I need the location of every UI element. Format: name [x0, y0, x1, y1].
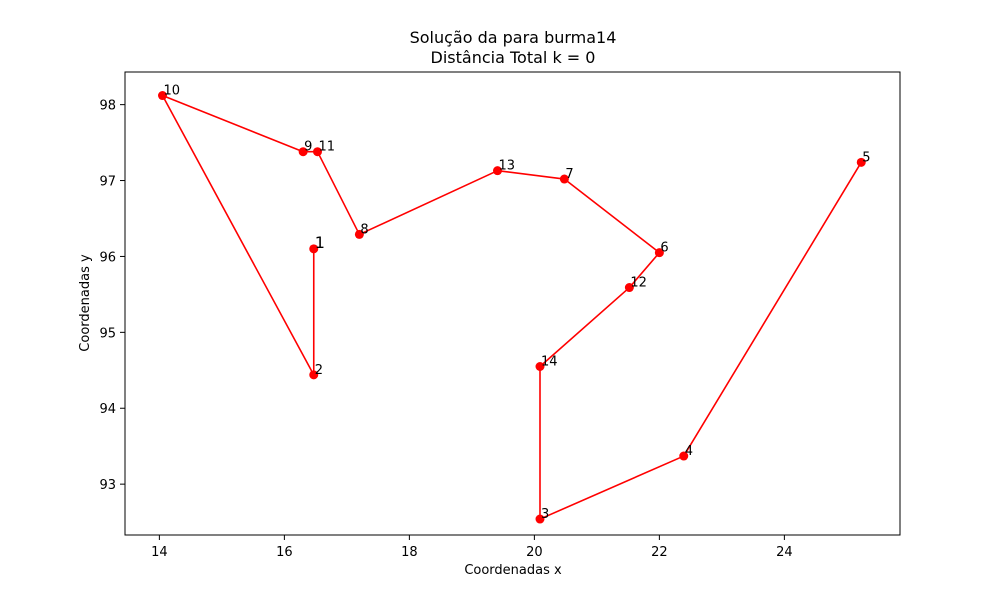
- route-point-label: 4: [685, 444, 693, 459]
- route-point-marker: [158, 91, 167, 101]
- route-point-marker: [535, 514, 545, 524]
- route-point-marker: [313, 147, 322, 157]
- y-tick-label: 95: [99, 326, 116, 341]
- route-point-marker: [309, 244, 319, 254]
- x-tick-label: 14: [151, 545, 168, 560]
- route-line: [161, 94, 862, 520]
- route-point-marker: [354, 229, 364, 239]
- x-tick-label: 18: [401, 545, 418, 560]
- y-tick-label: 97: [99, 175, 116, 190]
- route-point-label: 6: [660, 241, 668, 256]
- y-tick-label: 98: [99, 99, 116, 114]
- x-tick-label: 22: [651, 545, 668, 560]
- route-point-label: 1: [315, 233, 325, 252]
- route-point-marker: [654, 248, 664, 258]
- chart-title: Solução da para burma14: [410, 28, 617, 47]
- plot-frame: [124, 71, 901, 536]
- route-point-label: 10: [164, 84, 181, 99]
- route-point-marker: [559, 174, 569, 184]
- y-tick-label: 96: [99, 250, 116, 265]
- route-point-label: 14: [541, 354, 558, 369]
- route-point-marker: [535, 361, 545, 371]
- route-point-marker: [493, 166, 502, 176]
- route-points: [158, 91, 866, 524]
- y-tick-label: 93: [99, 478, 116, 493]
- route-point-marker: [624, 283, 634, 293]
- route-point-label: 5: [862, 150, 870, 165]
- route-point-label: 2: [315, 363, 323, 378]
- x-tick-label: 20: [526, 545, 543, 560]
- route-point-label: 13: [499, 159, 516, 174]
- y-tick-label: 94: [99, 402, 116, 417]
- route-point-label: 7: [565, 167, 573, 182]
- route-point-marker: [309, 370, 319, 380]
- x-axis-label: Coordenadas x: [464, 563, 562, 578]
- route-point-marker: [856, 157, 866, 167]
- x-tick-label: 24: [776, 545, 793, 560]
- route-point-label: 3: [541, 507, 549, 522]
- route-point-marker: [298, 147, 308, 157]
- route-series: [161, 94, 862, 520]
- x-tick-label: 16: [276, 545, 293, 560]
- route-point-label: 8: [360, 222, 368, 237]
- route-point-label: 12: [630, 276, 647, 291]
- chart-subtitle: Distância Total k = 0: [431, 48, 596, 67]
- y-axis-label: Coordenadas y: [78, 254, 93, 352]
- route-point-marker: [679, 451, 689, 461]
- route-point-label: 11: [319, 140, 336, 155]
- route-point-label: 9: [304, 140, 312, 155]
